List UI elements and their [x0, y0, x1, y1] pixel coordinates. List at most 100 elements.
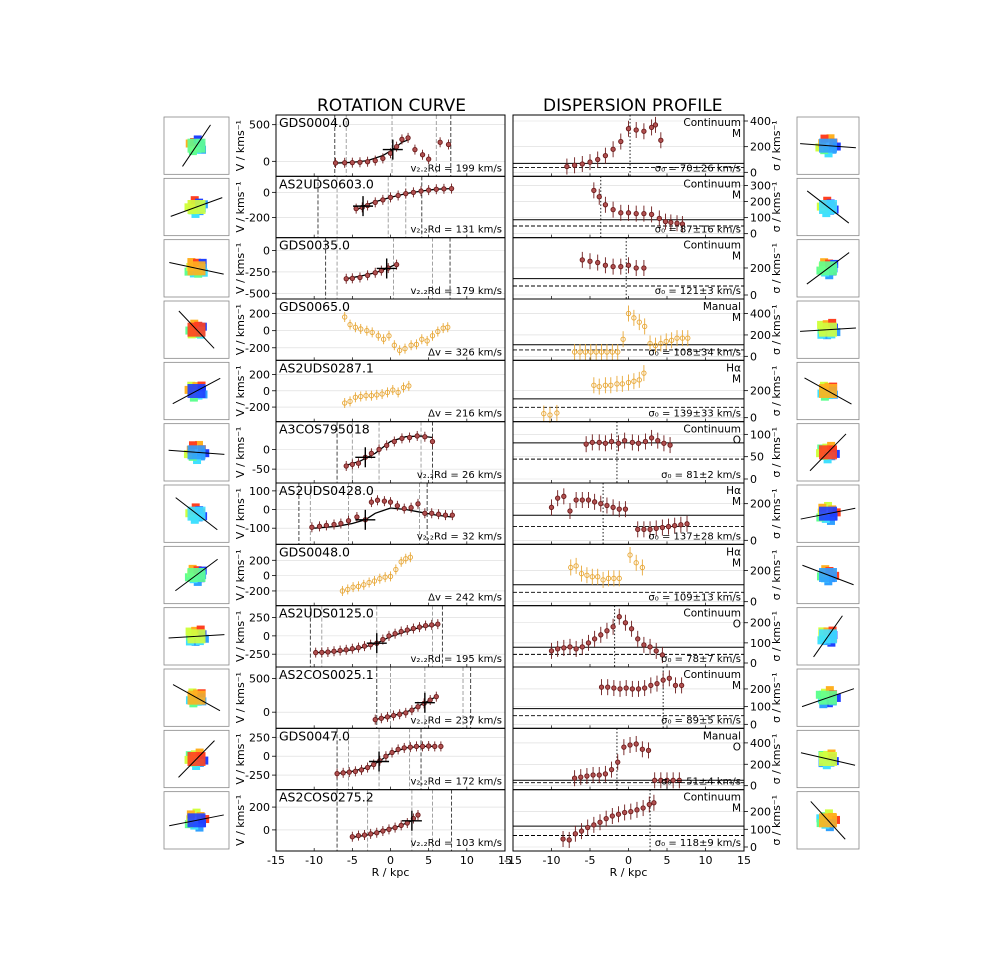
rc-point	[384, 714, 391, 720]
sig-point	[668, 219, 674, 226]
sig-point	[636, 377, 642, 383]
rc-point	[413, 743, 420, 750]
rc-point	[387, 150, 394, 156]
rc-ytick-label: 500	[249, 119, 270, 132]
sigma0-label: σ₀ = 108±34 km/s	[648, 347, 741, 358]
galaxy-name: AS2UDS0603.0	[279, 176, 374, 191]
sig-point	[616, 506, 622, 512]
dp-ytick-label: 400	[750, 308, 771, 321]
rc-point	[389, 749, 395, 756]
rc-point	[426, 156, 432, 162]
rc-ylabel: V / kms⁻¹	[234, 733, 247, 784]
position-angle-line	[178, 310, 215, 349]
sig-point	[664, 777, 670, 783]
dp-ytick-label: 0	[750, 657, 757, 670]
dp-ytick-label: 200	[750, 385, 771, 398]
sig-point	[648, 682, 654, 689]
data-source-label: Hα	[726, 362, 741, 374]
dp-ytick-label: 200	[750, 806, 771, 819]
rotation-curve-panel	[272, 114, 506, 177]
rc-point	[415, 501, 421, 507]
rc-point	[441, 186, 447, 192]
rc-point	[413, 341, 420, 348]
rc-velocity-label: v₂.₂Rd = 179 km/s	[410, 286, 502, 297]
sig-point	[634, 807, 640, 813]
rc-xtick-label: 5	[425, 854, 432, 867]
kinematic-flag: M	[732, 128, 741, 140]
rc-point	[403, 710, 409, 716]
position-angle-line	[168, 634, 225, 639]
rc-ytick-label: 200	[249, 368, 270, 381]
dp-ytick-label: 0	[750, 166, 757, 179]
dispersion-profile-panel	[512, 727, 748, 791]
dp-xtick-label: 5	[664, 854, 671, 867]
rc-point	[397, 711, 403, 717]
rc-point	[372, 270, 378, 276]
rc-velocity-label: v₂.₂Rd = 131 km/s	[410, 225, 502, 236]
sig-point	[662, 218, 669, 225]
position-angle-line	[169, 814, 224, 827]
velocity-map-thumbnail-right	[796, 729, 860, 789]
sigma0-label: σ₀ = 137±28 km/s	[648, 531, 741, 542]
position-angle-line	[800, 327, 856, 332]
rc-ylabel: V / kms⁻¹	[234, 795, 247, 846]
sig-point	[572, 831, 579, 837]
position-angle-line	[168, 449, 225, 455]
sig-point	[633, 560, 639, 566]
sig-point	[628, 808, 634, 815]
dp-xtick-label: 10	[699, 854, 713, 867]
sig-point	[653, 525, 659, 532]
data-source-label: Hα	[726, 485, 741, 497]
rotation-curve-panel	[272, 359, 506, 423]
sig-point	[566, 837, 572, 843]
rc-point	[364, 328, 370, 334]
dp-ytick-label: 0	[750, 350, 757, 363]
rc-point	[386, 333, 392, 339]
rc-point	[331, 521, 337, 528]
sig-point	[591, 499, 598, 505]
sig-point	[603, 816, 609, 822]
rc-point	[380, 828, 386, 834]
sig-point	[555, 646, 561, 652]
sigma0-label: σ₀ = 121±3 km/s	[655, 286, 741, 297]
rc-ytick-label: -100	[245, 522, 270, 535]
rc-point	[409, 707, 415, 713]
data-source-label: Continuum	[683, 792, 741, 804]
dp-xtick-label: -5	[585, 854, 596, 867]
galaxy-name: GDS0035.0	[279, 238, 350, 253]
sig-point	[654, 680, 660, 687]
sig-point	[640, 805, 646, 811]
rc-point	[406, 434, 413, 441]
sig-point	[652, 342, 659, 349]
sigma0-label: σ₀ = 89±5 km/s	[661, 715, 741, 726]
dp-xlabel: R / kpc	[610, 866, 648, 879]
rc-point	[399, 435, 405, 441]
rc-point	[419, 336, 425, 342]
rc-ytick-label: -200	[245, 585, 270, 598]
rc-point	[349, 461, 355, 468]
dp-ytick-label: 50	[750, 451, 764, 464]
sig-point	[578, 571, 585, 577]
dp-ytick-label: 200	[750, 617, 771, 630]
rc-point	[398, 822, 404, 828]
rc-xtick-label: -10	[305, 854, 323, 867]
map-pixel	[824, 149, 833, 158]
sig-point	[604, 628, 610, 634]
sig-point	[642, 438, 649, 445]
sig-point	[663, 338, 669, 345]
rc-point	[397, 347, 403, 353]
rc-point	[355, 460, 362, 466]
velocity-map-thumbnail-right	[796, 116, 860, 175]
sig-point	[602, 440, 609, 446]
rc-point	[379, 391, 385, 397]
map-pixel	[820, 134, 829, 143]
thumbnail-frame	[796, 729, 860, 789]
rc-xtick-label: 15	[498, 854, 512, 867]
velocity-map-thumbnail-left	[163, 545, 230, 605]
sig-point	[610, 624, 616, 630]
data-source-label: Manual	[703, 730, 741, 742]
rc-ytick-label: 0	[263, 245, 270, 258]
sig-point	[609, 349, 615, 355]
rc-point	[406, 383, 412, 389]
rc-point	[404, 627, 410, 633]
